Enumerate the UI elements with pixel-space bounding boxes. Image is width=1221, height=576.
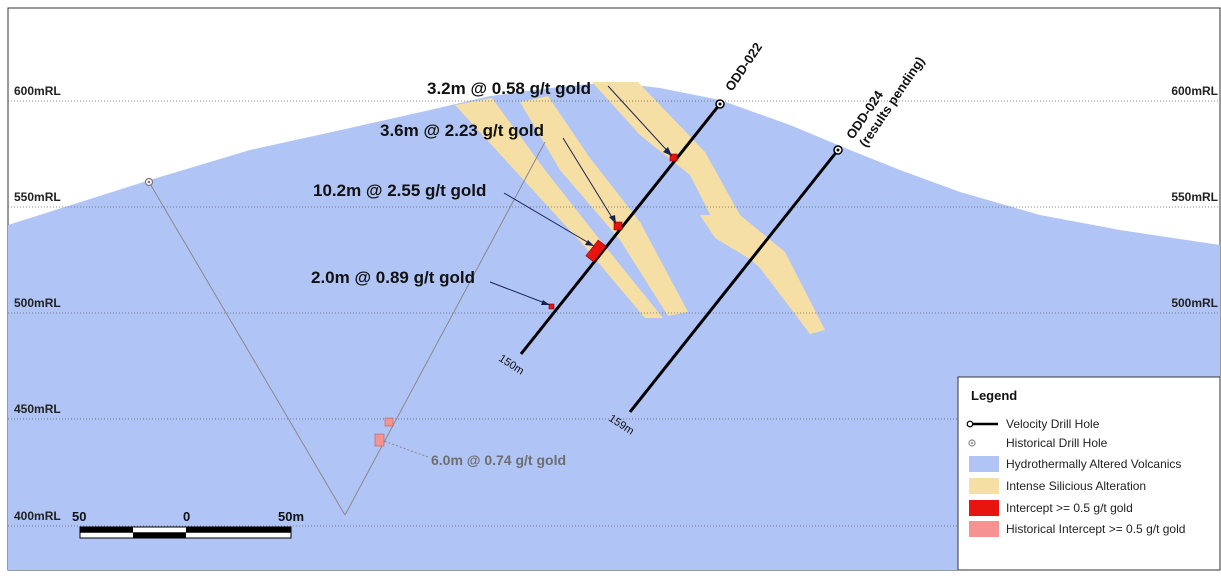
intercept-marker [669,153,678,162]
historical-drill-hole [144,141,546,516]
silicious-alteration-band-1 [455,98,663,318]
historical-intercept-swatch [969,521,999,537]
legend-item-velocity: Velocity Drill Hole [1006,417,1100,431]
drill-hole-odd-024 [628,145,843,413]
silicious-swatch [969,478,999,494]
drill-hole-odd-022 [519,99,725,355]
intercept-label-3: 10.2m @ 2.55 g/t gold [313,181,486,200]
intercept-marker [585,239,607,263]
historical-intercept-marker [384,417,394,427]
rl-label-550-right: 550mRL [1171,190,1218,204]
scale-bar: 50 0 50m [72,509,304,539]
legend-item-historical: Historical Drill Hole [1006,436,1108,450]
silicious-alteration-band-4 [700,215,795,290]
rl-label-600-right: 600mRL [1171,84,1218,98]
rl-label-600-left: 600mRL [14,84,61,98]
intercept-marker [613,221,623,231]
volcanics-swatch [969,456,999,472]
rl-label-500-left: 500mRL [14,296,61,310]
legend-item-silicious: Intense Silicious Alteration [1006,479,1146,493]
legend-item-volcanics: Hydrothermally Altered Volcanics [1006,457,1181,471]
legend: Legend Velocity Drill Hole Historical Dr… [957,376,1221,571]
scale-label-left: 50 [72,509,86,524]
scale-label-mid: 0 [183,509,190,524]
rl-label-450-left: 450mRL [14,402,61,416]
rl-gridlines [8,100,1220,527]
intercept-swatch [969,500,999,516]
intercept-label-2: 3.6m @ 2.23 g/t gold [380,121,544,140]
intercept-label-4: 2.0m @ 0.89 g/t gold [311,268,475,287]
hydrothermally-altered-volcanics [8,82,1220,570]
intercept-label-1: 3.2m @ 0.58 g/t gold [427,79,591,98]
legend-item-intercept: Intercept >= 0.5 g/t gold [1006,501,1133,515]
historical-intercept-marker [374,433,385,447]
rl-label-550-left: 550mRL [14,190,61,204]
intercept-marker [548,303,555,310]
silicious-alteration-band-2 [520,96,688,316]
scale-label-right: 50m [278,509,304,524]
rl-label-400-left: 400mRL [14,509,61,523]
intercept-leaders [489,85,673,306]
legend-item-historical-intercept: Historical Intercept >= 0.5 g/t gold [1006,522,1185,536]
leader-arrowheads [541,147,672,305]
historical-intercept-label: 6.0m @ 0.74 g/t gold [431,452,566,468]
rl-label-500-right: 500mRL [1171,296,1218,310]
legend-title: Legend [971,388,1017,403]
